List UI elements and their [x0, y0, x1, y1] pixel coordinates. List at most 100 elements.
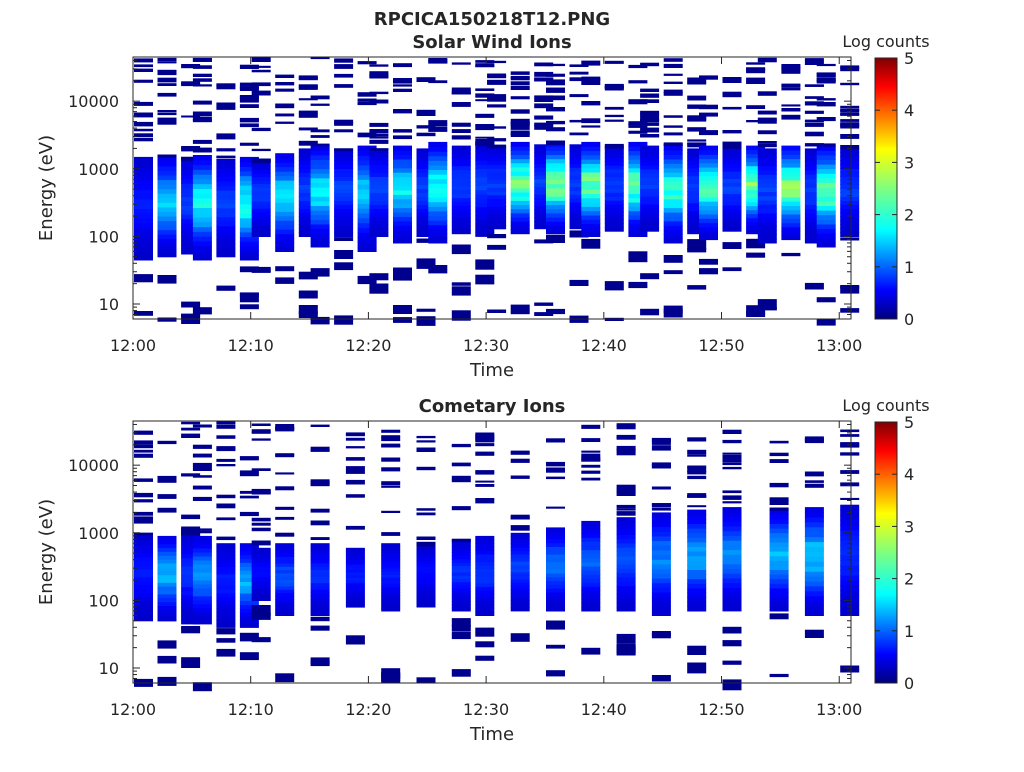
- heatmap-cell: [239, 185, 259, 191]
- heatmap-cell: [310, 589, 330, 594]
- heatmap-cell: [239, 142, 259, 146]
- heatmap-cell: [534, 194, 554, 199]
- heatmap-cell: [393, 145, 412, 151]
- heatmap-cell: [181, 165, 201, 171]
- heatmap-cell: [181, 301, 201, 308]
- heatmap-cell: [393, 317, 412, 323]
- heatmap-cell: [663, 142, 683, 146]
- heatmap-cell: [651, 559, 671, 565]
- heatmap-cell: [428, 224, 448, 230]
- heatmap-cell: [416, 220, 436, 225]
- heatmap-cell: [310, 576, 330, 580]
- heatmap-cell: [192, 240, 212, 247]
- heatmap-cell: [216, 216, 236, 222]
- heatmap-cell: [416, 208, 436, 213]
- heatmap-cell: [699, 196, 718, 202]
- heatmap-cell: [687, 210, 707, 215]
- heatmap-cell: [604, 188, 624, 193]
- heatmap-cell: [663, 163, 683, 169]
- heatmap-cell: [357, 208, 377, 214]
- heatmap-cell: [687, 518, 707, 524]
- heatmap-cell: [192, 595, 212, 601]
- heatmap-cell: [134, 128, 153, 132]
- heatmap-cell: [134, 564, 153, 570]
- heatmap-cell: [275, 566, 295, 571]
- heatmap-cell: [451, 185, 471, 191]
- heatmap-cell: [310, 592, 330, 597]
- heatmap-cell: [216, 589, 236, 594]
- heatmap-cell: [157, 616, 177, 622]
- heatmap-cell: [451, 173, 471, 179]
- heatmap-cell: [687, 156, 707, 161]
- heatmap-cell: [416, 156, 436, 161]
- heatmap-cell: [640, 157, 660, 162]
- heatmap-cell: [616, 644, 636, 652]
- heatmap-cell: [569, 119, 589, 123]
- heatmap-cell: [757, 110, 777, 115]
- heatmap-cell: [546, 229, 565, 235]
- heatmap-cell: [428, 238, 448, 244]
- heatmap-cell: [757, 148, 777, 154]
- heatmap-cell: [651, 521, 671, 528]
- heatmap-cell: [416, 212, 436, 217]
- heatmap-cell: [510, 578, 530, 583]
- heatmap-cell: [804, 526, 824, 533]
- heatmap-cell: [699, 76, 718, 79]
- y-tick-label: 10000: [68, 456, 119, 475]
- heatmap-cell: [475, 611, 495, 616]
- heatmap-cell: [134, 536, 153, 542]
- heatmap-cell: [757, 208, 777, 214]
- heatmap-cell: [757, 204, 777, 210]
- heatmap-cell: [769, 555, 789, 561]
- heatmap-cell: [381, 435, 401, 438]
- heatmap-cell: [781, 213, 801, 219]
- heatmap-cell: [840, 504, 860, 511]
- heatmap-cell: [393, 238, 412, 244]
- heatmap-cell: [275, 534, 295, 537]
- heatmap-cell: [487, 149, 507, 154]
- heatmap-cell: [534, 163, 554, 168]
- heatmap-cell: [546, 546, 565, 551]
- heatmap-cell: [393, 150, 412, 155]
- heatmap-cell: [192, 78, 212, 82]
- heatmap-cell: [769, 551, 789, 557]
- heatmap-cell: [640, 116, 660, 122]
- heatmap-cell: [569, 209, 589, 214]
- x-tick-label: 12:20: [345, 700, 391, 719]
- heatmap-column: [181, 421, 201, 668]
- heatmap-cell: [451, 91, 471, 94]
- heatmap-cell: [357, 98, 377, 102]
- heatmap-cell: [393, 185, 412, 191]
- heatmap-cell: [239, 250, 259, 256]
- heatmap-cell: [604, 184, 624, 189]
- heatmap-cell: [604, 83, 624, 88]
- heatmap-cell: [581, 565, 601, 571]
- heatmap-cell: [569, 132, 589, 136]
- heatmap-cell: [393, 84, 412, 87]
- heatmap-cell: [134, 185, 153, 191]
- heatmap-cell: [781, 235, 801, 241]
- heatmap-cell: [699, 258, 718, 265]
- heatmap-cell: [381, 467, 401, 472]
- heatmap-cell: [510, 77, 530, 81]
- heatmap-cell: [381, 564, 401, 569]
- heatmap-cell: [239, 203, 259, 209]
- heatmap-cell: [369, 204, 389, 209]
- colorbar-gradient: [874, 421, 898, 684]
- heatmap-cell: [216, 608, 236, 613]
- heatmap-cell: [628, 232, 648, 237]
- heatmap-cell: [251, 162, 271, 167]
- heatmap-cell: [192, 307, 212, 315]
- heatmap-cell: [640, 113, 660, 117]
- heatmap-cell: [192, 100, 212, 105]
- heatmap-cell: [251, 148, 271, 152]
- heatmap-column: [804, 58, 824, 290]
- heatmap-cell: [239, 156, 259, 163]
- heatmap-cell: [192, 579, 212, 585]
- heatmap-column: [475, 432, 495, 661]
- heatmap-cell: [216, 155, 236, 158]
- heatmap-cell: [310, 608, 330, 613]
- heatmap-cell: [757, 174, 777, 180]
- heatmap-cell: [628, 189, 648, 194]
- heatmap-cell: [769, 514, 789, 520]
